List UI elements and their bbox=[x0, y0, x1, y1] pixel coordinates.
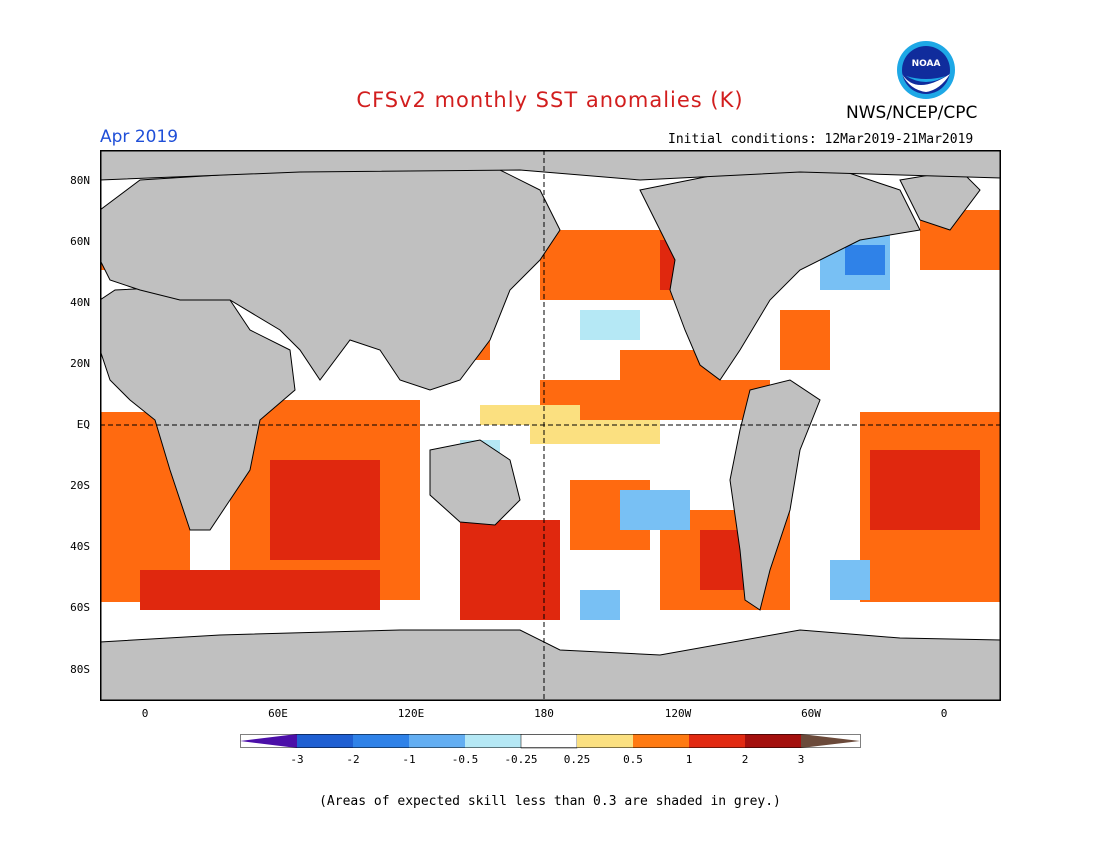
colorbar-label: 3 bbox=[797, 753, 805, 766]
colorbar bbox=[240, 734, 861, 749]
lat-label-40n: 40N bbox=[70, 296, 90, 309]
map-title: CFSv2 monthly SST anomalies (K) bbox=[356, 88, 744, 112]
colorbar-label: -2 bbox=[346, 753, 360, 766]
colorbar-label: -1 bbox=[402, 753, 416, 766]
lon-label-120e: 120E bbox=[397, 707, 425, 720]
lat-label-60s: 60S bbox=[70, 601, 90, 614]
lon-label-0-right: 0 bbox=[940, 707, 948, 720]
north-america-land bbox=[639, 169, 921, 381]
lat-label-20s: 20S bbox=[70, 479, 90, 492]
lat-label-eq: EQ bbox=[76, 418, 90, 431]
colorbar-box-8 bbox=[689, 734, 745, 748]
sst-anomaly-map bbox=[100, 150, 1001, 701]
lat-label-60n: 60N bbox=[70, 235, 90, 248]
lat-label-40s: 40S bbox=[70, 540, 90, 553]
colorbar-box-5 bbox=[520, 734, 578, 749]
lon-label-180: 180 bbox=[534, 707, 554, 720]
colorbar-arrow-low bbox=[240, 734, 297, 748]
colorbar-box-1 bbox=[297, 734, 353, 748]
lon-label-0-left: 0 bbox=[141, 707, 149, 720]
colorbar-box-3 bbox=[409, 734, 465, 748]
lat-label-80n: 80N bbox=[70, 174, 90, 187]
colorbar-label: 1 bbox=[685, 753, 693, 766]
lat-label-80s: 80S bbox=[70, 663, 90, 676]
lon-label-60e: 60E bbox=[268, 707, 288, 720]
lat-label-20n: 20N bbox=[70, 357, 90, 370]
map-frame bbox=[100, 150, 1001, 701]
lon-label-120w: 120W bbox=[664, 707, 692, 720]
colorbar-box-2 bbox=[353, 734, 409, 748]
colorbar-box-4 bbox=[465, 734, 521, 748]
africa-land bbox=[100, 284, 296, 531]
colorbar-label: 0.5 bbox=[623, 753, 643, 766]
colorbar-label: 2 bbox=[741, 753, 749, 766]
colorbar-label: -0.5 bbox=[451, 753, 479, 766]
land-masses bbox=[100, 150, 1001, 701]
lon-label-60w: 60W bbox=[801, 707, 821, 720]
australia-land bbox=[429, 439, 521, 526]
colorbar-box-7 bbox=[633, 734, 689, 748]
skill-footnote: (Areas of expected skill less than 0.3 a… bbox=[319, 794, 781, 809]
arctic-land bbox=[100, 150, 1001, 181]
colorbar-label: -0.25 bbox=[504, 753, 538, 766]
colorbar-arrow-high bbox=[801, 734, 860, 748]
antarctica-land bbox=[100, 629, 1001, 701]
noaa-logo: NOAA bbox=[897, 41, 955, 99]
colorbar-label: -3 bbox=[290, 753, 304, 766]
initial-conditions: Initial conditions: 12Mar2019-21Mar2019 bbox=[668, 132, 974, 147]
agency-label: NWS/NCEP/CPC bbox=[846, 103, 978, 123]
colorbar-label: 0.25 bbox=[563, 753, 591, 766]
south-america-land bbox=[729, 379, 821, 611]
colorbar-box-6 bbox=[577, 734, 633, 748]
colorbar-box-9 bbox=[745, 734, 801, 748]
forecast-month: Apr 2019 bbox=[100, 127, 179, 147]
logo-text: NOAA bbox=[912, 59, 941, 69]
